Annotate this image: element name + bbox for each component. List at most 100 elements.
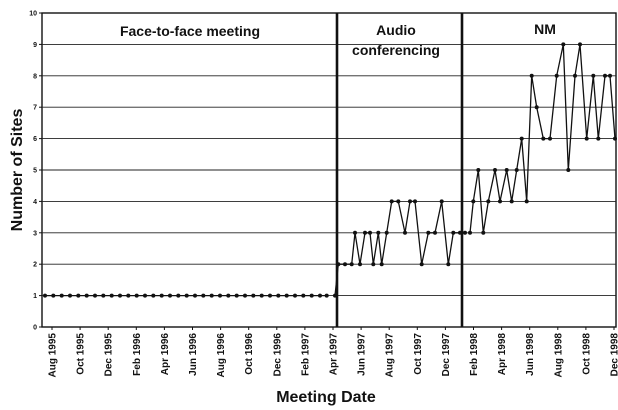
data-point	[184, 293, 189, 298]
x-tick-label: Feb 1998	[469, 333, 480, 376]
data-point	[353, 230, 357, 235]
data-point	[324, 293, 329, 298]
data-point	[126, 293, 131, 298]
data-point	[349, 262, 354, 267]
data-point	[498, 199, 502, 204]
phase-labels: Face-to-face meeting Audio conferencing NM	[120, 21, 556, 58]
x-tick-label: Oct 1996	[244, 333, 255, 375]
data-point	[143, 293, 147, 298]
x-tick-label: Oct 1995	[76, 333, 87, 375]
data-point	[408, 199, 412, 204]
data-point	[379, 262, 384, 267]
y-tick-label: 2	[33, 262, 37, 269]
data-point	[251, 293, 256, 298]
y-tick-label: 0	[33, 325, 37, 332]
x-tick-label: Jun 1998	[525, 333, 536, 376]
data-point	[426, 230, 431, 235]
x-tick-label: Dec 1996	[272, 333, 283, 377]
data-point	[318, 293, 322, 298]
data-point	[578, 42, 582, 47]
data-point	[333, 293, 337, 298]
data-point	[419, 262, 424, 267]
data-point	[573, 73, 577, 78]
x-tick-label: Dec 1995	[104, 333, 115, 377]
data-point	[561, 42, 566, 47]
data-point	[458, 230, 462, 235]
data-point	[76, 293, 81, 298]
data-point	[59, 293, 64, 298]
data-point	[151, 293, 156, 298]
data-point	[476, 168, 481, 172]
data-point	[43, 293, 47, 298]
data-point	[504, 168, 509, 172]
data-point	[396, 199, 401, 204]
data-point	[226, 293, 231, 298]
data-point	[613, 136, 617, 141]
data-point	[118, 293, 122, 298]
data-point	[358, 262, 362, 267]
data-point	[591, 73, 596, 78]
x-tick-label: Apr 1997	[329, 333, 340, 376]
data-point	[608, 73, 612, 78]
data-point	[293, 293, 297, 298]
data-point	[309, 293, 314, 298]
x-tick-label: Aug 1998	[553, 333, 564, 378]
data-series	[43, 42, 617, 298]
data-point	[363, 230, 367, 235]
y-tick-label: 9	[33, 42, 37, 49]
data-point	[463, 230, 467, 235]
data-point	[433, 230, 437, 235]
data-point	[529, 73, 534, 78]
data-point	[371, 262, 376, 267]
y-tick-label: 7	[33, 105, 37, 112]
data-point	[596, 136, 601, 141]
data-point	[389, 199, 394, 204]
phase-label-text: conferencing	[352, 42, 440, 58]
x-axis-title: Meeting Date	[276, 389, 376, 406]
data-point	[384, 230, 389, 235]
data-point	[481, 230, 486, 235]
data-point	[176, 293, 181, 298]
y-axis-ticks: 0 1 2 3 4 5 6 7 8 9 10	[29, 11, 42, 332]
data-point	[541, 136, 546, 141]
x-tick-label: Jun 1997	[357, 333, 368, 376]
x-tick-label: Feb 1997	[300, 333, 311, 376]
x-tick-label: Apr 1998	[497, 333, 508, 376]
data-point	[403, 230, 407, 235]
data-point	[168, 293, 172, 298]
x-tick-label: Feb 1996	[132, 333, 143, 376]
data-point	[468, 230, 472, 235]
data-point	[51, 293, 56, 298]
x-tick-label: Apr 1996	[160, 333, 171, 376]
phase-label-text: Audio	[376, 22, 416, 38]
data-point	[276, 293, 281, 298]
data-point	[243, 293, 247, 298]
data-point	[603, 73, 607, 78]
data-point	[376, 230, 381, 235]
data-point	[486, 199, 491, 204]
data-point	[201, 293, 206, 298]
data-point	[566, 168, 571, 172]
data-point	[109, 293, 114, 298]
y-tick-label: 1	[33, 293, 37, 300]
data-point	[471, 199, 476, 204]
data-point	[413, 199, 417, 204]
x-axis-ticks: Aug 1995 Oct 1995 Dec 1995 Feb 1996 Apr 1996…	[48, 327, 618, 377]
data-point	[301, 293, 306, 298]
data-point	[493, 168, 497, 172]
x-tick-label: Dec 1998	[610, 333, 618, 377]
data-point	[134, 293, 139, 298]
x-tick-label: Jun 1996	[188, 333, 199, 376]
data-point	[234, 293, 239, 298]
data-point	[524, 199, 529, 204]
data-point	[451, 230, 456, 235]
y-tick-label: 3	[33, 230, 37, 237]
data-point	[268, 293, 272, 298]
y-axis-title: Number of Sites	[9, 109, 26, 232]
x-tick-label: Oct 1998	[581, 333, 592, 375]
phase-label-text: NM	[534, 21, 556, 37]
data-point	[534, 105, 539, 110]
data-point	[554, 73, 559, 78]
data-point	[68, 293, 72, 298]
